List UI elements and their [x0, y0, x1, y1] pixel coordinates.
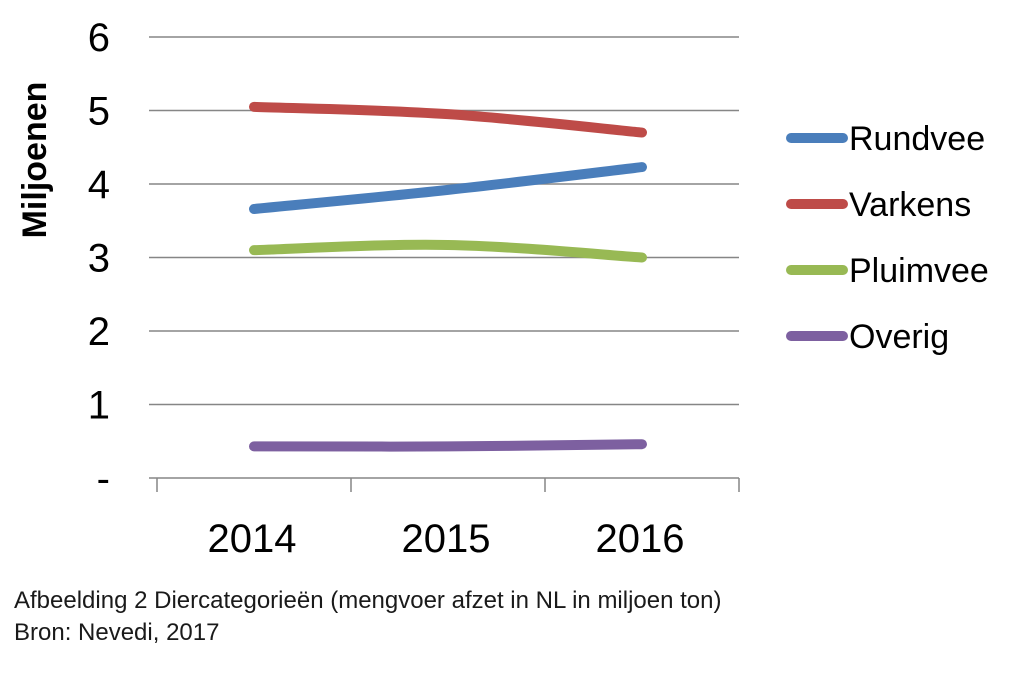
y-tick-label: 4 [88, 163, 110, 207]
y-tick-label: 3 [88, 237, 110, 281]
y-tick-label: 5 [88, 90, 110, 134]
axes [149, 36, 740, 492]
y-tick-label: 2 [88, 310, 110, 354]
y-tick-label: - [97, 457, 110, 501]
legend-label-rundvee: Rundvee [849, 120, 985, 158]
y-tick-label: 6 [88, 16, 110, 60]
series-line-varkens [249, 101, 647, 138]
data-series [249, 101, 647, 452]
line-chart: - 1 2 3 4 5 6 2014 2015 2016 Rundvee Varkens Pluim… [16, 16, 989, 561]
caption-title: Afbeelding 2 Diercategorieën (mengvoer a… [14, 587, 722, 614]
legend-label-overig: Overig [849, 318, 949, 356]
caption-source: Bron: Nevedi, 2017 [14, 619, 220, 646]
y-axis-label: Miljoenen [16, 82, 54, 239]
y-tick-label: 1 [88, 384, 110, 428]
series-line-overig [249, 439, 647, 452]
series-line-pluimvee [249, 239, 647, 263]
legend-label-varkens: Varkens [849, 186, 971, 224]
series-line-rundvee [249, 162, 647, 214]
x-tick-label-2015: 2015 [402, 517, 491, 561]
x-tick-label-2016: 2016 [596, 517, 685, 561]
y-tick-labels: - 1 2 3 4 5 6 [88, 16, 110, 501]
legend: Rundvee Varkens Pluimvee Overig [786, 120, 989, 356]
legend-label-pluimvee: Pluimvee [849, 252, 989, 290]
gridlines [157, 36, 739, 406]
x-tick-label-2014: 2014 [208, 517, 297, 561]
x-tick-labels: 2014 2015 2016 [208, 517, 685, 561]
